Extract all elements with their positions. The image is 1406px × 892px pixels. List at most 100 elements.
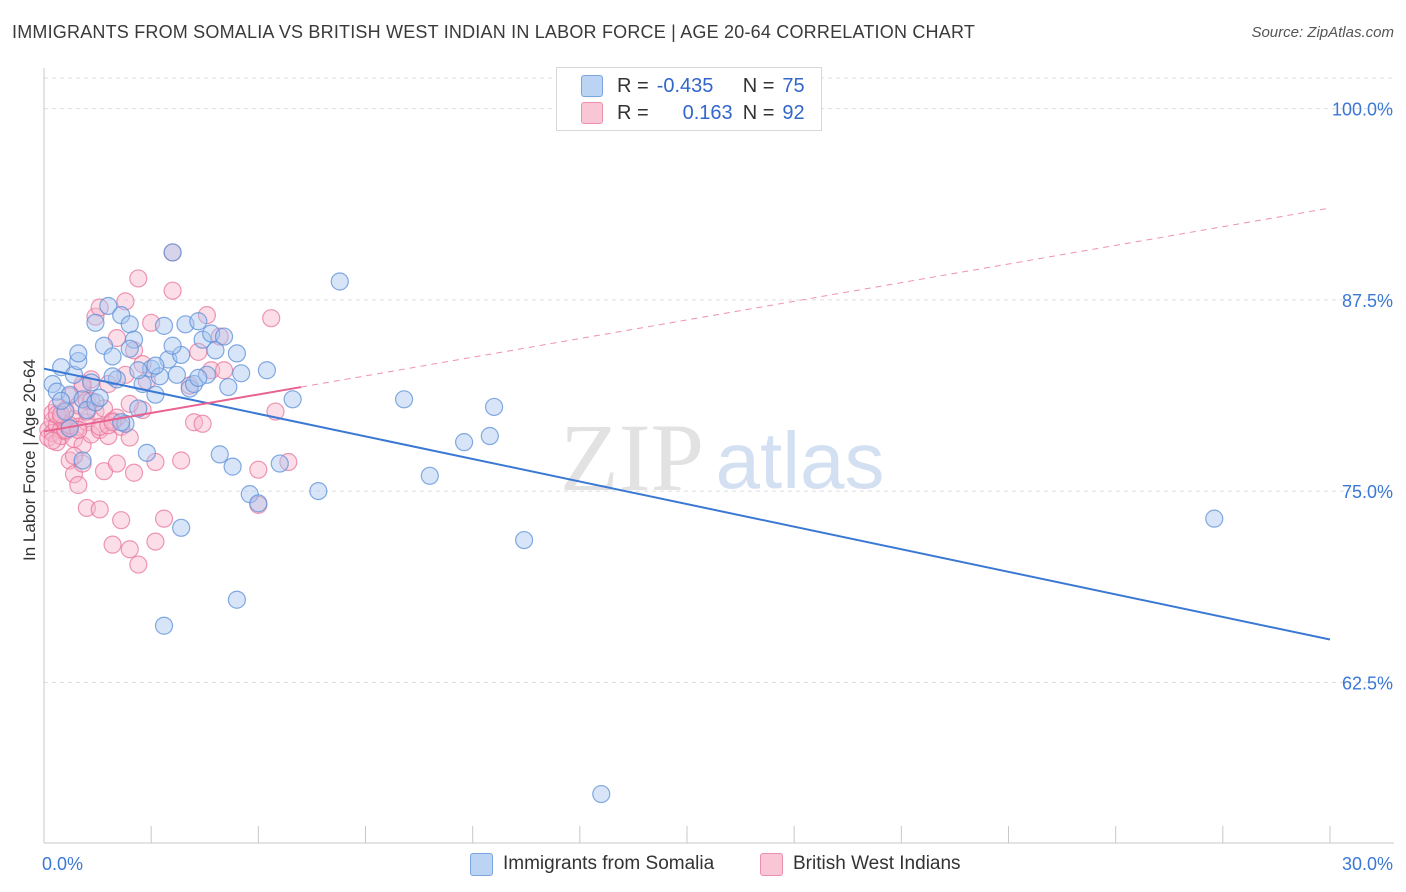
point-somalia: [592, 784, 611, 804]
legend-swatch-pink: [760, 852, 783, 876]
r-label: R =: [617, 74, 649, 97]
point-somalia: [154, 616, 174, 635]
y-tick-label: 62.5%: [1342, 673, 1393, 693]
point-somalia: [223, 457, 242, 476]
point-british-west-indians: [120, 428, 139, 447]
point-british-west-indians: [154, 509, 174, 528]
point-somalia: [172, 518, 191, 537]
point-somalia: [206, 341, 225, 360]
point-somalia: [163, 336, 182, 355]
trendline-british-west-indians: [43, 386, 302, 433]
point-somalia: [167, 365, 186, 384]
trend-layer: [43, 207, 1331, 641]
y-axis-label: In Labor Force | Age 20-64: [20, 359, 39, 561]
axes-layer: [43, 68, 1394, 844]
point-somalia: [394, 390, 414, 409]
point-somalia: [189, 368, 208, 387]
point-british-west-indians: [129, 555, 148, 574]
point-somalia: [129, 399, 148, 418]
point-british-west-indians: [214, 361, 234, 380]
r-label: R =: [617, 101, 649, 124]
point-somalia: [120, 315, 139, 334]
point-somalia: [485, 397, 504, 417]
point-british-west-indians: [107, 454, 126, 473]
legend-label: Immigrants from Somalia: [503, 853, 715, 874]
point-somalia: [227, 590, 246, 609]
point-somalia: [420, 466, 439, 485]
point-somalia: [69, 344, 88, 363]
legend-label: British West Indians: [793, 853, 961, 874]
point-somalia: [214, 327, 234, 346]
point-somalia: [56, 402, 75, 421]
point-somalia: [515, 530, 534, 550]
point-somalia: [270, 454, 289, 473]
x-tick-label: 0.0%: [42, 854, 83, 874]
point-somalia: [99, 296, 118, 316]
point-british-west-indians: [129, 269, 148, 288]
point-somalia: [454, 433, 474, 452]
point-somalia: [154, 316, 174, 335]
legend-swatch-blue: [581, 75, 603, 97]
point-british-west-indians: [69, 475, 88, 495]
point-somalia: [146, 356, 165, 375]
r-value: 0.163: [682, 101, 733, 124]
source-credit: Source: ZipAtlas.com: [1251, 24, 1394, 41]
point-british-west-indians: [249, 460, 268, 479]
watermark-zip: ZIP: [560, 404, 704, 511]
point-somalia: [480, 426, 499, 446]
watermark-atlas: atlas: [716, 416, 885, 505]
point-british-west-indians: [112, 511, 131, 530]
point-somalia: [1205, 509, 1224, 528]
point-somalia: [257, 361, 277, 380]
legend-row-bwi: R = 0.163 N = 92: [581, 100, 805, 126]
point-somalia: [309, 482, 328, 501]
point-british-west-indians: [120, 394, 139, 413]
point-somalia: [330, 272, 349, 291]
legend-swatch-pink: [581, 102, 603, 124]
point-somalia: [52, 391, 71, 410]
point-somalia: [129, 361, 148, 380]
x-tick-label: 30.0%: [1342, 854, 1393, 874]
trendline-extension-british-west-indians: [301, 207, 1331, 388]
point-british-west-indians: [116, 292, 135, 311]
point-somalia: [90, 388, 109, 407]
chart-title: IMMIGRANTS FROM SOMALIA VS BRITISH WEST …: [12, 22, 976, 42]
point-somalia: [69, 351, 88, 371]
point-somalia: [103, 367, 122, 386]
n-value: 75: [782, 74, 805, 97]
trendline-somalia: [43, 367, 1331, 641]
point-british-west-indians: [64, 446, 84, 466]
legend-item-bwi: British West Indians: [760, 850, 961, 878]
legend-row-somalia: R = -0.435 N = 75: [581, 73, 805, 99]
point-somalia: [124, 330, 144, 349]
point-somalia: [163, 243, 182, 262]
point-british-west-indians: [124, 463, 144, 482]
point-somalia: [219, 377, 238, 397]
point-british-west-indians: [262, 309, 281, 328]
n-label: N =: [742, 101, 775, 124]
point-somalia: [232, 364, 251, 383]
n-value: 92: [782, 101, 805, 124]
point-somalia: [189, 312, 208, 331]
legend-swatch-blue: [470, 852, 493, 876]
n-label: N =: [742, 74, 775, 97]
point-somalia: [283, 390, 302, 409]
point-somalia: [86, 313, 105, 332]
point-british-west-indians: [103, 535, 122, 554]
point-british-west-indians: [163, 281, 182, 300]
tick-labels: 62.5% 75.0% 87.5% 100.0% 0.0% 30.0%: [42, 100, 1393, 874]
point-british-west-indians: [43, 431, 62, 450]
point-british-west-indians: [120, 540, 139, 559]
point-british-west-indians: [172, 451, 191, 470]
y-tick-label: 75.0%: [1342, 482, 1393, 502]
point-british-west-indians: [90, 500, 109, 519]
watermark: ZIP atlas: [560, 404, 884, 511]
point-somalia: [120, 339, 139, 358]
point-somalia: [137, 443, 156, 462]
legend-item-somalia: Immigrants from Somalia: [470, 850, 714, 878]
point-somalia: [210, 445, 229, 464]
correlation-legend: R = -0.435 N = 75 R = 0.163 N = 92: [556, 67, 822, 131]
y-tick-label: 100.0%: [1332, 100, 1393, 120]
point-somalia: [103, 347, 122, 366]
